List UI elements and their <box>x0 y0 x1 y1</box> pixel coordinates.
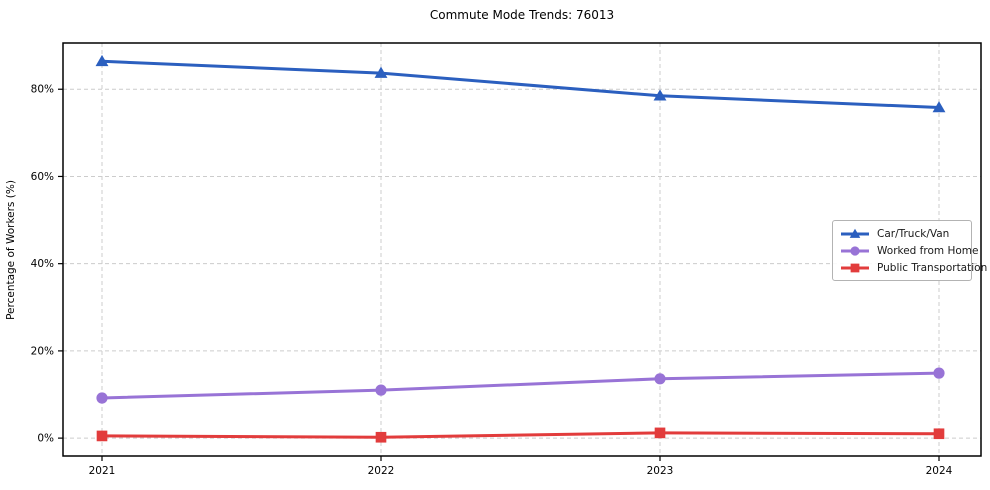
square-marker <box>375 431 387 443</box>
series-line-worked-from-home <box>100 371 941 400</box>
triangle-marker <box>95 54 109 67</box>
triangle-marker <box>374 66 388 78</box>
legend-swatch-triangle-icon <box>841 228 869 238</box>
triangle-marker <box>849 228 861 238</box>
legend-swatch-square-icon <box>841 263 869 272</box>
circle-marker <box>375 384 387 396</box>
legend-label: Public Transportation <box>877 261 988 274</box>
series-line-car-truck-van <box>100 59 941 109</box>
legend: Car/Truck/Van Worked from Home Public Tran… <box>832 220 987 281</box>
square-marker <box>96 430 108 442</box>
square-marker <box>654 427 666 439</box>
triangle-marker <box>653 89 667 101</box>
plot-area: 0% 20% 40% 60% 80% 2021 2022 2023 2024 <box>31 42 982 477</box>
circle-marker <box>96 392 108 404</box>
y-tick-label: 0% <box>37 433 54 445</box>
legend-entry-public-transportation: Public Transportation <box>839 259 987 276</box>
x-tick-label: 2024 <box>926 465 953 477</box>
x-tick-label: 2023 <box>647 465 674 477</box>
series-line-public-transportation <box>100 431 941 439</box>
series-public-transportation <box>96 427 945 443</box>
legend-label: Worked from Home <box>877 244 979 257</box>
square-marker <box>933 428 945 440</box>
circle-marker <box>850 245 860 256</box>
circle-marker <box>933 367 945 379</box>
plot-border <box>62 42 982 457</box>
legend-entry-worked-from-home: Worked from Home <box>839 242 978 259</box>
legend-swatch-circle-icon <box>841 245 869 256</box>
square-marker <box>850 263 860 272</box>
series-worked-from-home <box>96 367 945 404</box>
circle-marker <box>654 373 666 385</box>
y-axis-label: Percentage of Workers (%) <box>5 180 17 320</box>
y-tick-label: 60% <box>31 171 54 183</box>
x-tick-label: 2022 <box>368 465 395 477</box>
chart-title: Commute Mode Trends: 76013 <box>429 8 615 22</box>
legend-label: Car/Truck/Van <box>877 227 950 240</box>
x-tick-label: 2021 <box>89 465 116 477</box>
legend-entry-car-truck-van: Car/Truck/Van <box>839 225 965 242</box>
y-tick-label: 40% <box>31 258 54 270</box>
triangle-marker <box>932 101 946 113</box>
y-tick-label: 20% <box>31 345 54 357</box>
series-car-truck-van <box>95 54 946 113</box>
y-tick-label: 80% <box>31 84 54 96</box>
